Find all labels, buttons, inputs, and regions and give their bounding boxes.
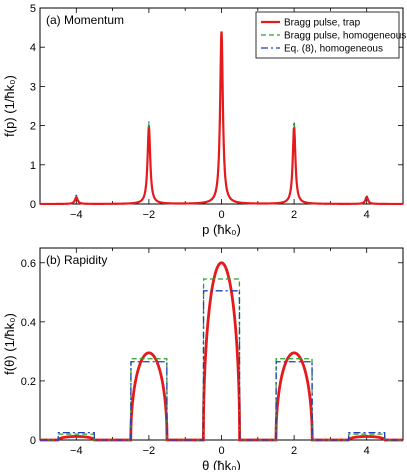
x-tick-label: 2 xyxy=(291,445,297,457)
momentum-x-axis-label: p (ħk₀) xyxy=(202,222,241,237)
y-tick-label: 0 xyxy=(30,435,36,447)
momentum-panel-label: (a) Momentum xyxy=(46,13,124,27)
x-tick-label: −4 xyxy=(70,209,83,221)
rapidity-line-dashdot xyxy=(40,290,403,441)
rapidity-y-axis-label: f(θ) (1/ħk₀) xyxy=(2,313,17,375)
rapidity-x-axis-label: θ (ħk₀) xyxy=(202,458,241,470)
y-tick-label: 1 xyxy=(30,160,36,172)
y-tick-label: 0.6 xyxy=(21,258,36,270)
x-tick-label: −4 xyxy=(70,445,83,457)
legend: Bragg pulse, trap Bragg pulse, homogeneo… xyxy=(255,11,406,59)
momentum-series xyxy=(40,31,403,206)
momentum-y-axis-label: f(p) (1/ħk₀) xyxy=(2,75,17,137)
y-tick-label: 0.4 xyxy=(21,317,36,329)
y-tick-label: 5 xyxy=(30,3,36,15)
rapidity-frame xyxy=(39,247,404,441)
momentum-line-solid xyxy=(40,31,403,206)
rapidity-series xyxy=(40,261,403,442)
x-tick-label: 0 xyxy=(218,445,224,457)
rapidity-panel: −4 −2 0 2 4 0 0.2 0.4 0.6 (b) Rapidity θ (ħk₀) f… xyxy=(2,247,404,473)
momentum-panel: −4 −2 0 2 4 0 1 2 3 4 5 (a) Momentum p (ħk₀) f(p) … xyxy=(2,3,406,237)
y-tick-label: 4 xyxy=(30,42,36,54)
x-tick-label: 0 xyxy=(218,209,224,221)
momentum-ticks: −4 −2 0 2 4 0 1 2 3 4 5 xyxy=(30,3,404,221)
x-tick-label: 4 xyxy=(364,209,370,221)
legend-entry-homogeneous: Bragg pulse, homogeneous xyxy=(284,31,406,42)
legend-entry-trap: Bragg pulse, trap xyxy=(284,18,361,29)
rapidity-panel-label: (b) Rapidity xyxy=(46,253,107,267)
y-tick-label: 3 xyxy=(30,81,36,93)
x-tick-label: 2 xyxy=(291,209,297,221)
rapidity-ticks: −4 −2 0 2 4 0 0.2 0.4 0.6 xyxy=(21,248,404,457)
y-tick-label: 2 xyxy=(30,121,36,133)
rapidity-line-solid xyxy=(40,261,403,442)
x-tick-label: −2 xyxy=(143,209,156,221)
y-tick-label: 0 xyxy=(30,199,36,211)
legend-entry-eq8: Eq. (8), homogeneous xyxy=(284,44,383,55)
rapidity-line-dashed xyxy=(40,278,403,441)
y-tick-label: 0.2 xyxy=(21,376,36,388)
x-tick-label: 4 xyxy=(364,445,370,457)
x-tick-label: −2 xyxy=(143,445,156,457)
